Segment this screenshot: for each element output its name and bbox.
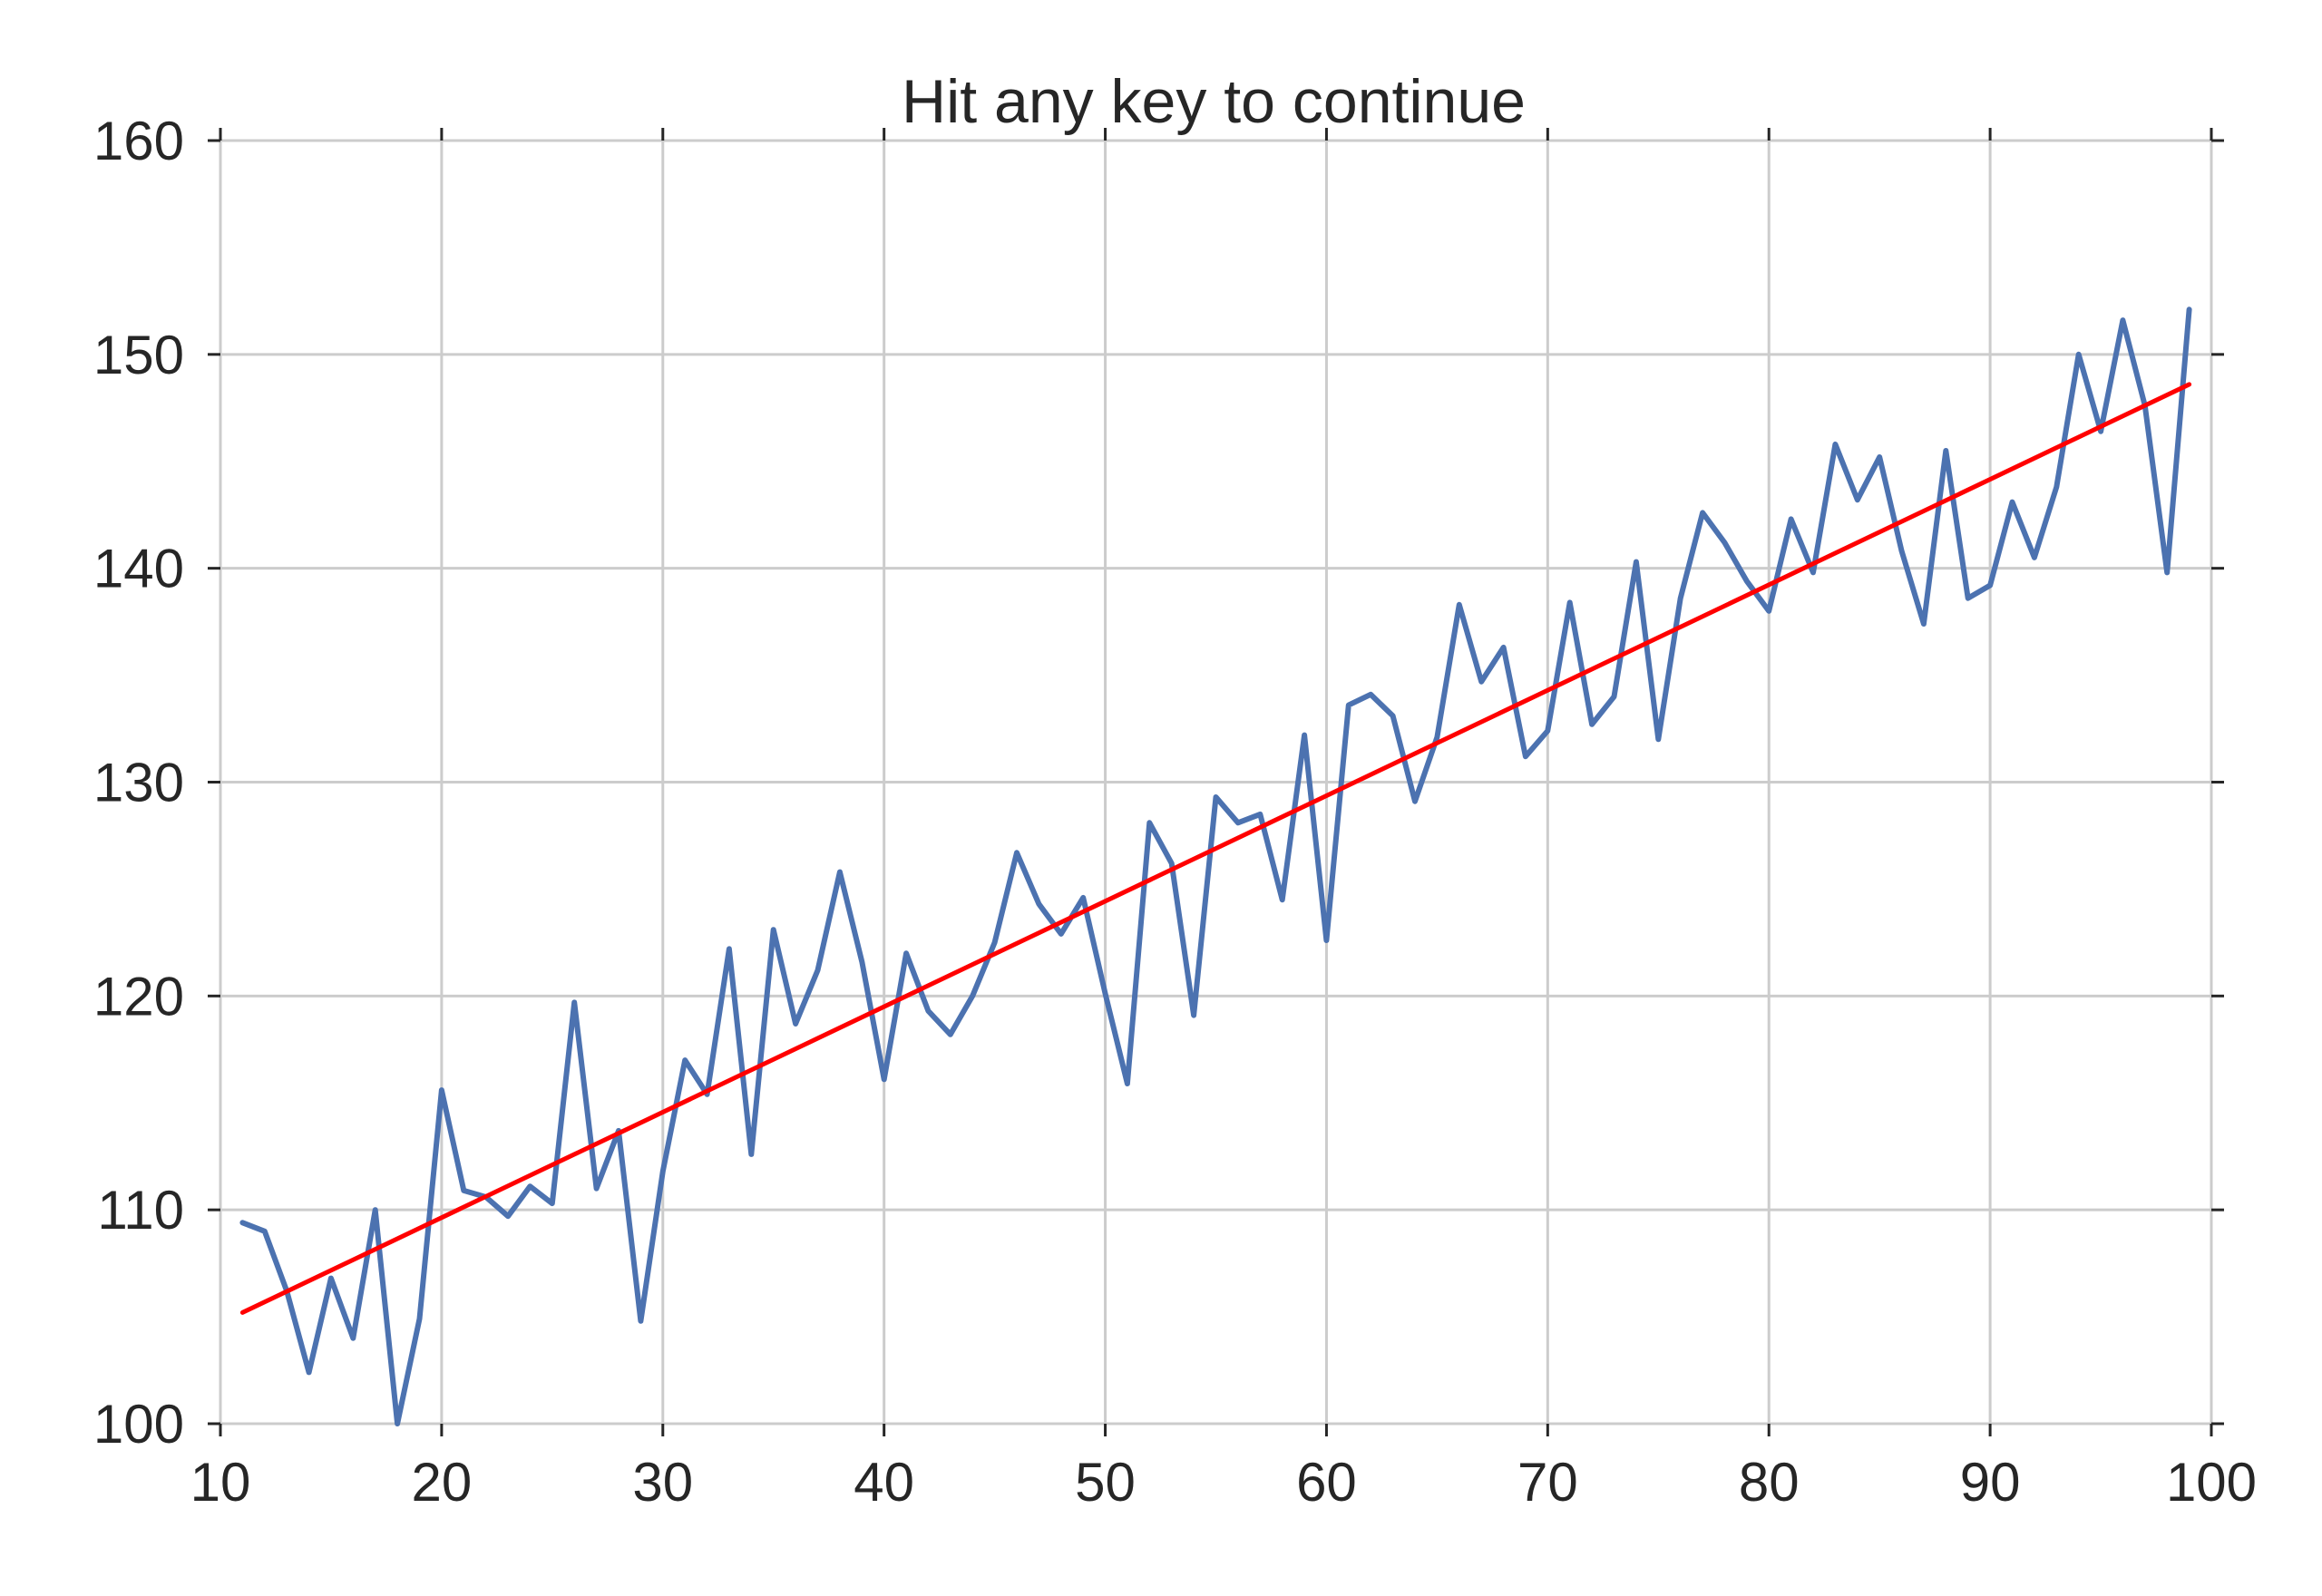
y-tick-label: 100	[93, 1394, 184, 1455]
x-tick-label: 40	[854, 1452, 914, 1513]
grid	[219, 139, 2213, 1426]
x-tick-label: 50	[1075, 1452, 1136, 1513]
axes	[208, 128, 2224, 1436]
x-tick-label: 60	[1296, 1452, 1357, 1513]
x-tick-label: 80	[1739, 1452, 1800, 1513]
x-tick-label: 20	[412, 1452, 473, 1513]
x-tick-label: 10	[190, 1452, 251, 1513]
chart-title: Hit any key to continue	[902, 67, 1526, 136]
series-layer	[239, 307, 2192, 1426]
y-tick-label: 160	[93, 111, 184, 171]
y-tick-label: 130	[93, 753, 184, 813]
x-tick-label: 90	[1960, 1452, 2021, 1513]
data-series-line	[239, 307, 2192, 1426]
x-tick-label: 70	[1517, 1452, 1578, 1513]
fit-series-line	[239, 382, 2192, 1315]
tick-labels: 10 20 30 40 50 60 70 80 90 100 100 110 120 130 140 150 1…	[93, 111, 2257, 1513]
y-tick-label: 120	[93, 966, 184, 1027]
x-tick-label: 30	[632, 1452, 693, 1513]
y-tick-label: 140	[93, 539, 184, 599]
x-tick-label: 100	[2166, 1452, 2257, 1513]
y-tick-label: 110	[97, 1180, 184, 1241]
y-tick-label: 150	[93, 325, 184, 385]
